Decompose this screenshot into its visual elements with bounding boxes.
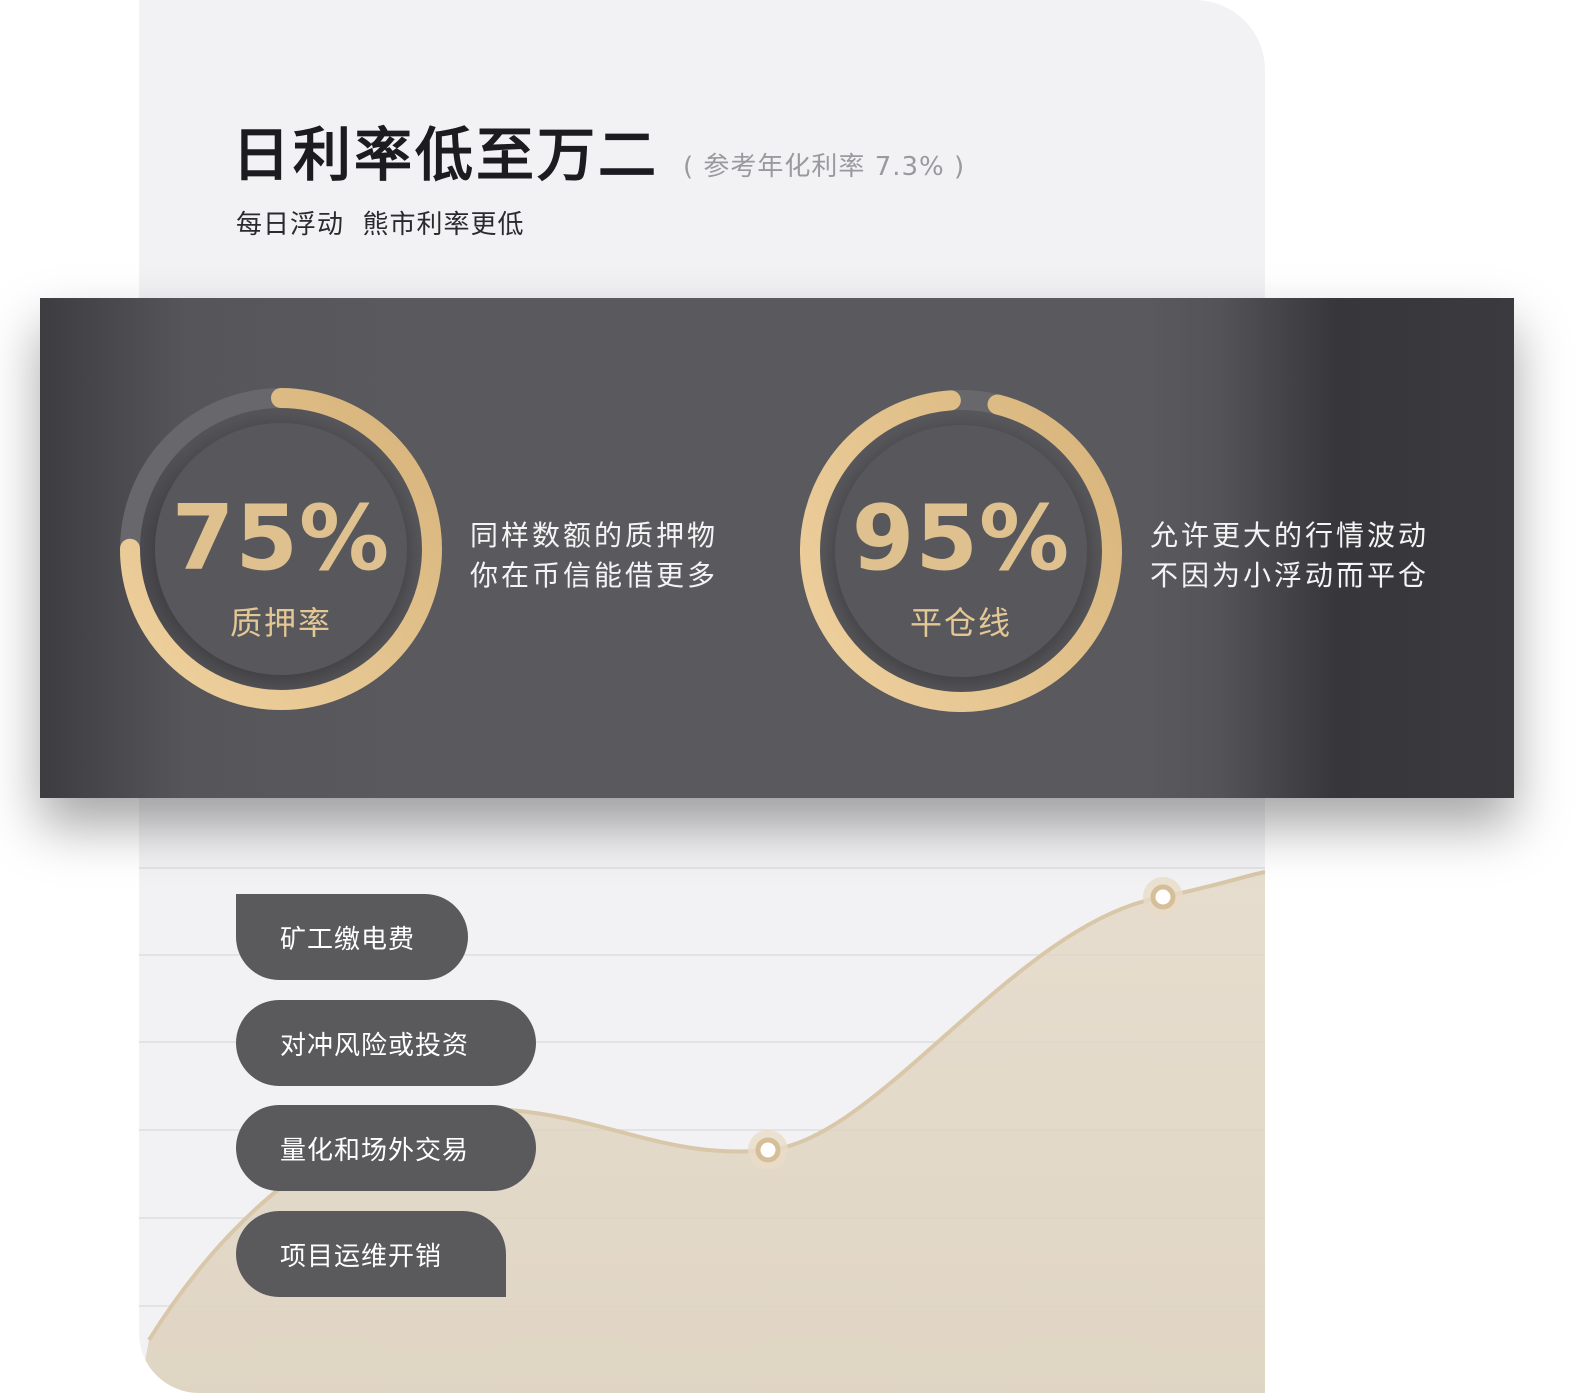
description-line: 你在币信能借更多 [470,559,719,592]
collateral-ratio-ring: 75% 质押率 [120,388,442,710]
ring-value: 75% [171,486,391,591]
use-case-label: 项目运维开销 [280,1241,443,1272]
ring-inner [835,425,1087,677]
ring-progress [800,390,1122,712]
ring-chart [800,390,1122,712]
ring-value: 95% [851,486,1071,591]
use-case-label: 矿工缴电费 [280,924,416,955]
ring-inner [155,423,407,675]
curve-point-1 [748,1130,788,1170]
use-case-tag: 矿工缴电费 [236,894,468,980]
stats-band: 75% 质押率 同样数额的质押物 你在币信能借更多 95% 平仓线 [40,298,1514,798]
description-line: 不因为小浮动而平仓 [1150,559,1430,592]
use-case-tag: 量化和场外交易 [236,1105,536,1191]
ring-description: 同样数额的质押物 你在币信能借更多 [470,516,718,596]
liquidation-line-ring: 95% 平仓线 [800,390,1122,712]
use-case-label: 对冲风险或投资 [280,1030,470,1061]
page-subtitle: 每日浮动 熊市利率更低 [236,210,525,240]
ring-description: 允许更大的行情波动 不因为小浮动而平仓 [1150,516,1429,596]
use-case-label: 量化和场外交易 [280,1135,470,1166]
curve-point-2 [1143,877,1183,917]
description-line: 允许更大的行情波动 [1150,519,1430,552]
use-case-tag: 项目运维开销 [236,1211,506,1297]
page-title: 日利率低至万二 [232,121,660,189]
use-case-tag: 对冲风险或投资 [236,1000,536,1086]
title-row: 日利率低至万二 ( 参考年化利率 7.3% ) [232,108,965,192]
ring-progress [120,388,442,710]
ring-chart [120,388,442,710]
annual-rate-note: ( 参考年化利率 7.3% ) [683,152,966,182]
description-line: 同样数额的质押物 [470,519,719,552]
ring-label: 平仓线 [909,604,1012,642]
ring-label: 质押率 [229,604,332,642]
